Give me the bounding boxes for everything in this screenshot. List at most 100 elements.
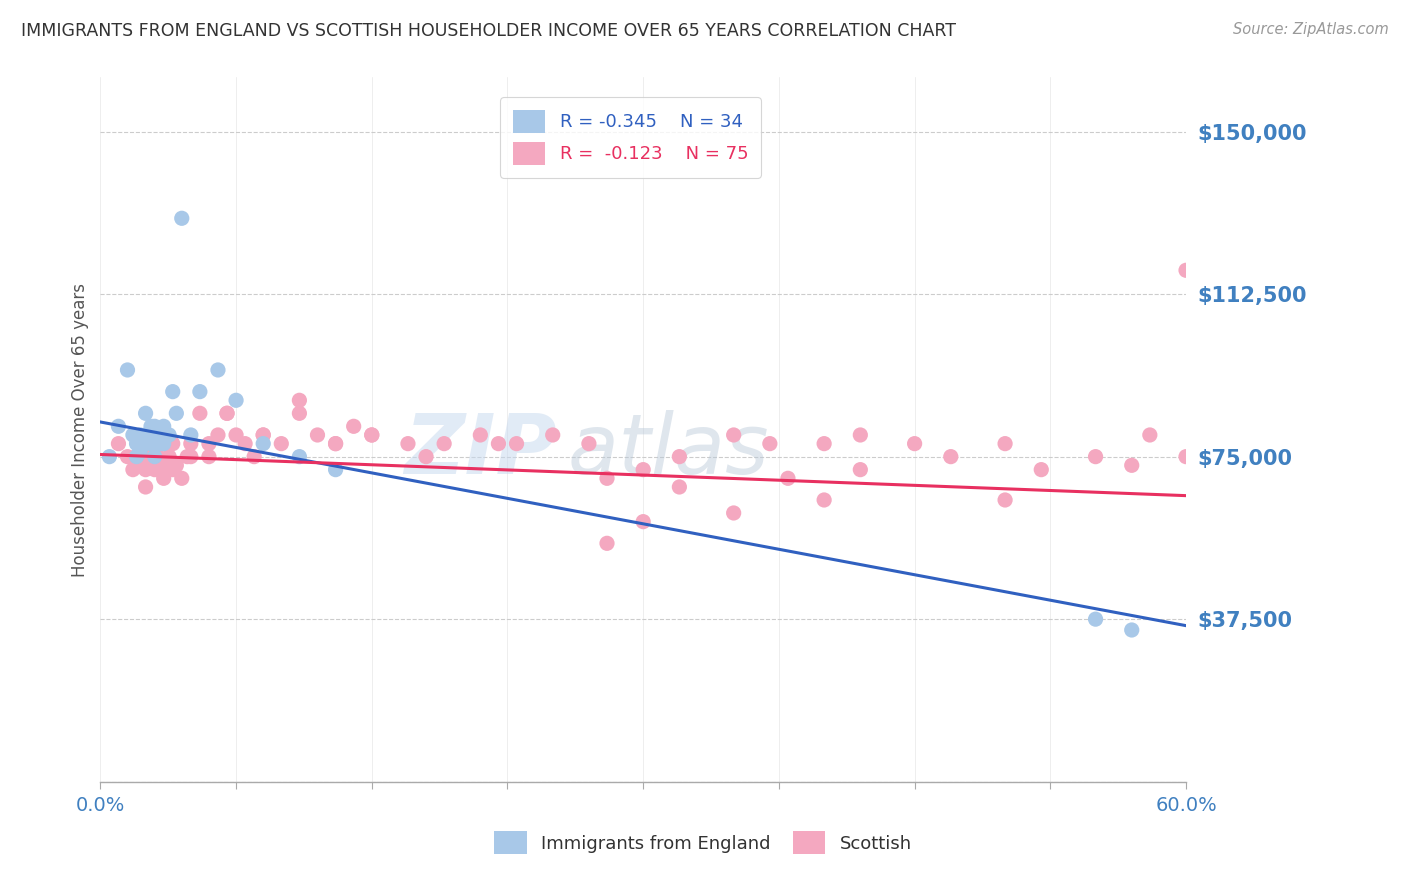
Point bbox=[165, 458, 187, 473]
Point bbox=[152, 436, 174, 450]
Point bbox=[188, 406, 211, 420]
Point bbox=[157, 428, 180, 442]
Point bbox=[148, 428, 170, 442]
Point bbox=[325, 463, 347, 477]
Point bbox=[505, 436, 527, 450]
Point bbox=[631, 515, 654, 529]
Point bbox=[343, 419, 366, 434]
Point bbox=[170, 211, 193, 226]
Point bbox=[165, 406, 187, 420]
Point bbox=[252, 428, 274, 442]
Point bbox=[148, 450, 170, 464]
Point bbox=[143, 428, 166, 442]
Point bbox=[252, 436, 274, 450]
Point bbox=[143, 450, 166, 464]
Point bbox=[360, 428, 382, 442]
Point bbox=[849, 428, 872, 442]
Point bbox=[143, 428, 166, 442]
Point bbox=[152, 471, 174, 485]
Point bbox=[207, 428, 229, 442]
Point bbox=[143, 436, 166, 450]
Point bbox=[198, 436, 221, 450]
Point bbox=[631, 463, 654, 477]
Point bbox=[243, 450, 266, 464]
Point bbox=[470, 428, 492, 442]
Point bbox=[270, 436, 292, 450]
Point bbox=[143, 458, 166, 473]
Point bbox=[135, 406, 157, 420]
Point bbox=[176, 450, 198, 464]
Legend: Immigrants from England, Scottish: Immigrants from England, Scottish bbox=[484, 821, 922, 865]
Point bbox=[117, 450, 139, 464]
Point bbox=[135, 428, 157, 442]
Point bbox=[215, 406, 238, 420]
Point bbox=[325, 436, 347, 450]
Text: atlas: atlas bbox=[567, 410, 769, 491]
Point bbox=[596, 471, 619, 485]
Point bbox=[1175, 263, 1198, 277]
Point bbox=[360, 428, 382, 442]
Legend: R = -0.345    N = 34, R =  -0.123    N = 75: R = -0.345 N = 34, R = -0.123 N = 75 bbox=[501, 97, 761, 178]
Point bbox=[849, 463, 872, 477]
Point bbox=[170, 471, 193, 485]
Point bbox=[325, 436, 347, 450]
Point bbox=[813, 436, 835, 450]
Point bbox=[668, 480, 690, 494]
Point bbox=[125, 436, 148, 450]
Point bbox=[1139, 428, 1161, 442]
Point bbox=[162, 384, 184, 399]
Point bbox=[122, 428, 145, 442]
Text: Source: ZipAtlas.com: Source: ZipAtlas.com bbox=[1233, 22, 1389, 37]
Point bbox=[180, 436, 202, 450]
Point bbox=[225, 393, 247, 408]
Point bbox=[135, 436, 157, 450]
Point bbox=[1084, 450, 1107, 464]
Point bbox=[188, 384, 211, 399]
Point bbox=[225, 428, 247, 442]
Point bbox=[135, 436, 157, 450]
Text: ZIP: ZIP bbox=[404, 410, 557, 491]
Point bbox=[98, 450, 121, 464]
Point bbox=[149, 436, 172, 450]
Point bbox=[143, 419, 166, 434]
Point bbox=[578, 436, 600, 450]
Point bbox=[994, 436, 1017, 450]
Point bbox=[994, 493, 1017, 508]
Point bbox=[162, 463, 184, 477]
Point bbox=[157, 450, 180, 464]
Point bbox=[152, 458, 174, 473]
Point bbox=[1121, 458, 1143, 473]
Point bbox=[288, 450, 311, 464]
Point bbox=[129, 458, 152, 473]
Point bbox=[215, 406, 238, 420]
Point bbox=[135, 463, 157, 477]
Point bbox=[288, 393, 311, 408]
Point bbox=[596, 536, 619, 550]
Point bbox=[107, 436, 129, 450]
Point bbox=[233, 436, 256, 450]
Point bbox=[125, 450, 148, 464]
Point bbox=[207, 363, 229, 377]
Point bbox=[180, 428, 202, 442]
Point bbox=[1084, 612, 1107, 626]
Point bbox=[1175, 450, 1198, 464]
Point bbox=[668, 450, 690, 464]
Point bbox=[135, 480, 157, 494]
Point bbox=[1121, 623, 1143, 637]
Point bbox=[152, 419, 174, 434]
Y-axis label: Householder Income Over 65 years: Householder Income Over 65 years bbox=[72, 283, 89, 576]
Point bbox=[1031, 463, 1053, 477]
Point bbox=[129, 428, 152, 442]
Point bbox=[723, 506, 745, 520]
Point bbox=[107, 419, 129, 434]
Point bbox=[162, 436, 184, 450]
Point bbox=[139, 419, 162, 434]
Point bbox=[180, 450, 202, 464]
Point bbox=[776, 471, 799, 485]
Point bbox=[122, 463, 145, 477]
Point bbox=[759, 436, 782, 450]
Point bbox=[939, 450, 962, 464]
Point bbox=[396, 436, 419, 450]
Point bbox=[723, 428, 745, 442]
Point bbox=[433, 436, 456, 450]
